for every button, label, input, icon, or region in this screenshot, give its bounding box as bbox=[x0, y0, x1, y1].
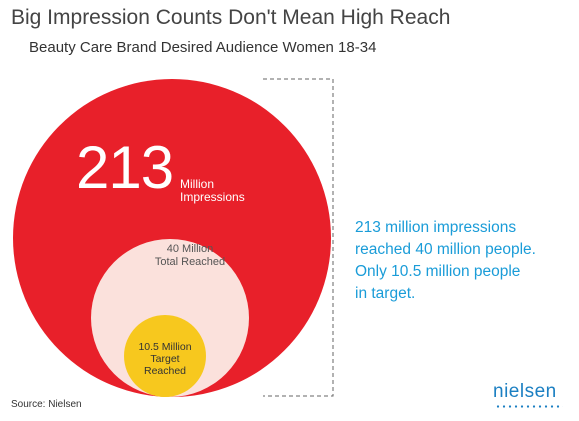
impressions-label-line1: Million bbox=[180, 177, 215, 191]
callout-line1: 213 million impressions bbox=[355, 219, 517, 236]
target-reached-line2: Target bbox=[150, 353, 180, 365]
total-reached-line1: 40 Million bbox=[166, 243, 214, 255]
source-note: Source: Nielsen bbox=[11, 399, 82, 410]
impressions-label: Million Impressions bbox=[180, 178, 245, 204]
callout-line3: Only 10.5 million people bbox=[355, 263, 521, 280]
nielsen-logo: nielsen bbox=[493, 381, 557, 402]
logo-dots bbox=[495, 405, 563, 408]
target-reached-label: 10.5 Million Target Reached bbox=[120, 341, 210, 377]
target-reached-line1: 10.5 Million bbox=[138, 341, 192, 353]
target-reached-circle bbox=[124, 315, 206, 397]
page-title: Big Impression Counts Don't Mean High Re… bbox=[11, 6, 451, 29]
callout-text: 213 million impressions reached 40 milli… bbox=[355, 217, 565, 305]
dashed-bracket bbox=[263, 78, 334, 397]
total-reached-label: 40 Million Total Reached bbox=[120, 243, 260, 269]
callout-line2: reached 40 million people. bbox=[355, 241, 536, 258]
impressions-label-line2: Impressions bbox=[180, 190, 245, 204]
total-reached-line2: Total Reached bbox=[154, 256, 226, 268]
page-subtitle: Beauty Care Brand Desired Audience Women… bbox=[29, 39, 377, 56]
target-reached-line3: Reached bbox=[143, 365, 187, 377]
impressions-value: 213 bbox=[76, 134, 174, 201]
callout-line4: in target. bbox=[355, 285, 416, 302]
